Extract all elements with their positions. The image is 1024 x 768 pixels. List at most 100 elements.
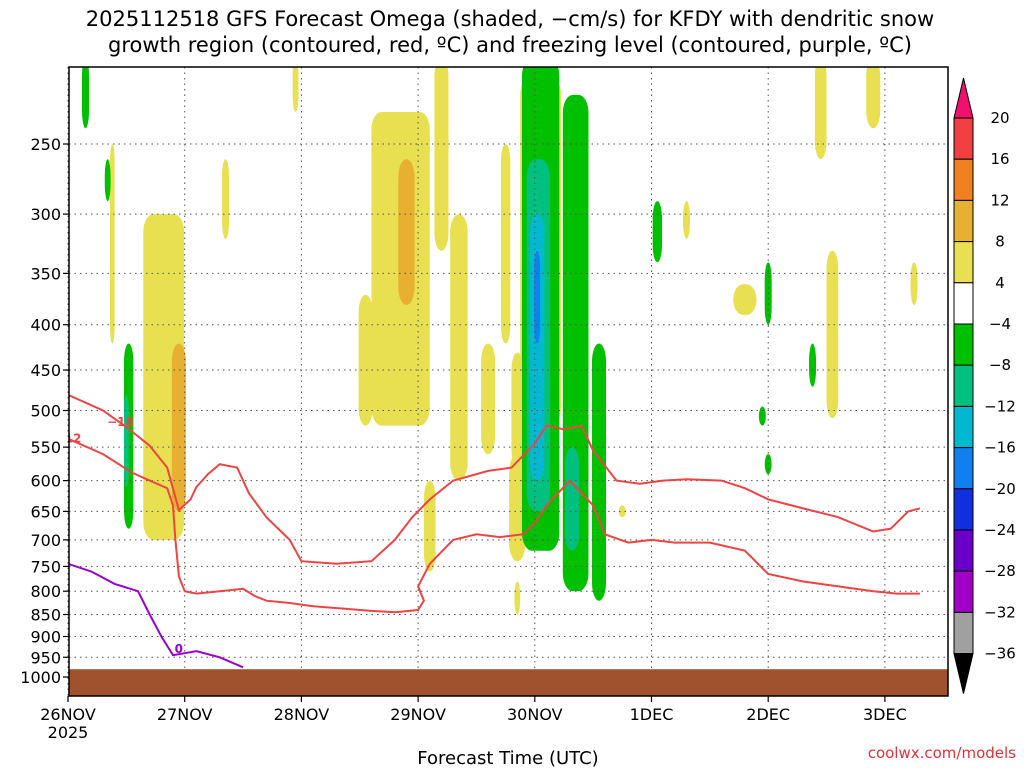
x-tick-label: 2DEC (746, 705, 790, 724)
colorbar-swatch (953, 611, 974, 655)
x-tick-label: 26NOV (40, 705, 96, 724)
colorbar-swatch (953, 158, 974, 201)
y-tick-label: 400 (30, 316, 61, 335)
colorbar-swatch (953, 405, 974, 449)
omega-region (618, 505, 626, 518)
colorbar-label: −12 (984, 397, 1016, 415)
omega-region (450, 214, 468, 481)
colorbar-swatch (953, 199, 974, 243)
surface-band (69, 669, 948, 696)
y-tick-label: 900 (30, 627, 61, 646)
contour-label: −12 (55, 432, 82, 446)
colorbar-label: −16 (984, 439, 1016, 457)
colorbar-label: −24 (984, 521, 1016, 539)
colorbar-label: −4 (989, 315, 1011, 333)
y-tick-label: 350 (30, 264, 61, 283)
omega-region (82, 67, 90, 129)
chart-title-line2: growth region (contoured, red, ºC) and f… (108, 33, 912, 57)
colorbar-label: −28 (984, 562, 1016, 580)
credit-link[interactable]: coolwx.com/models (868, 744, 1016, 762)
contour-label: −18 (107, 415, 134, 429)
colorbar-swatch (953, 117, 974, 160)
y-axis: 250 300 350 400 450 500 550 600 650 700 750 800 850 9… (20, 135, 69, 687)
omega-region (809, 343, 817, 387)
y-tick-label: 550 (30, 438, 61, 457)
x-axis-label: Forecast Time (UTC) (417, 748, 598, 768)
omega-region (652, 201, 663, 263)
omega-region (814, 67, 827, 160)
x-tick-sublabel: 2025 (48, 723, 89, 742)
colorbar-min-triangle (953, 653, 974, 694)
colorbar-label: −8 (989, 356, 1011, 374)
y-tick-label: 650 (30, 502, 61, 521)
omega-region (758, 406, 766, 426)
omega-region (292, 67, 299, 112)
colorbar-label: 8 (995, 233, 1005, 251)
y-tick-label: 1000 (20, 668, 61, 687)
colorbar-swatch (953, 282, 974, 325)
omega-region (358, 294, 373, 426)
colorbar-swatch (953, 364, 974, 407)
omega-region (683, 201, 691, 239)
plot-frame (68, 66, 949, 697)
contour-minus12 (69, 438, 920, 614)
colorbar-swatch (953, 241, 974, 284)
colorbar-label: −20 (984, 480, 1016, 498)
x-tick-label: 29NOV (390, 705, 446, 724)
omega-region (104, 159, 111, 202)
y-tick-label: 450 (30, 361, 61, 380)
y-tick-label: 700 (30, 531, 61, 550)
omega-region (481, 343, 496, 455)
y-tick-label: 950 (30, 648, 61, 667)
x-tick-label: 27NOV (157, 705, 213, 724)
omega-region (171, 343, 186, 512)
colorbar-label: 12 (990, 191, 1009, 209)
contour-label: 0 (175, 642, 183, 656)
y-tick-label: 600 (30, 472, 61, 491)
surface-terrain (69, 669, 948, 696)
omega-shading (82, 67, 918, 615)
y-tick-label: 750 (30, 557, 61, 576)
colorbar-label: −32 (984, 603, 1016, 621)
chart-title-line1: 2025112518 GFS Forecast Omega (shaded, −… (86, 7, 934, 31)
omega-region (124, 394, 129, 487)
y-tick-label: 500 (30, 402, 61, 421)
omega-region (534, 250, 541, 344)
omega-region (826, 250, 839, 419)
omega-region (733, 284, 757, 315)
omega-region (423, 480, 436, 572)
colorbar-swatch (953, 529, 974, 572)
omega-region (222, 159, 230, 239)
omega-region (110, 144, 115, 344)
colorbar-label: 20 (990, 109, 1009, 127)
omega-region (434, 67, 449, 251)
x-tick-label: 3DEC (863, 705, 907, 724)
y-tick-label: 850 (30, 606, 61, 625)
colorbar-label: −36 (984, 645, 1016, 663)
y-tick-label: 250 (30, 135, 61, 154)
contour-0 (69, 563, 244, 669)
plot-gridlines (67, 67, 948, 696)
omega-region (530, 214, 545, 481)
y-tick-label: 300 (30, 205, 61, 224)
colorbar-swatch (953, 447, 974, 490)
x-tick-label: 1DEC (630, 705, 674, 724)
colorbar-swatch (953, 570, 974, 613)
omega-region (514, 581, 521, 615)
colorbar: 20 16 12 8 4 −4 −8 −12 −16 −20 −24 −28 −32 −36 (953, 77, 1016, 694)
x-tick-label: 28NOV (274, 705, 330, 724)
omega-region (565, 447, 580, 551)
colorbar-swatch (953, 323, 974, 366)
colorbar-max-triangle (953, 77, 974, 119)
colorbar-label: 16 (990, 150, 1009, 168)
x-tick-label: 30NOV (507, 705, 563, 724)
omega-region (591, 343, 606, 601)
omega-region (910, 262, 918, 305)
contour-lines: −12 −18 0 (55, 394, 921, 669)
omega-region (866, 67, 881, 129)
y-tick-label: 800 (30, 582, 61, 601)
omega-region (398, 159, 415, 305)
contour-minus18 (69, 394, 921, 565)
